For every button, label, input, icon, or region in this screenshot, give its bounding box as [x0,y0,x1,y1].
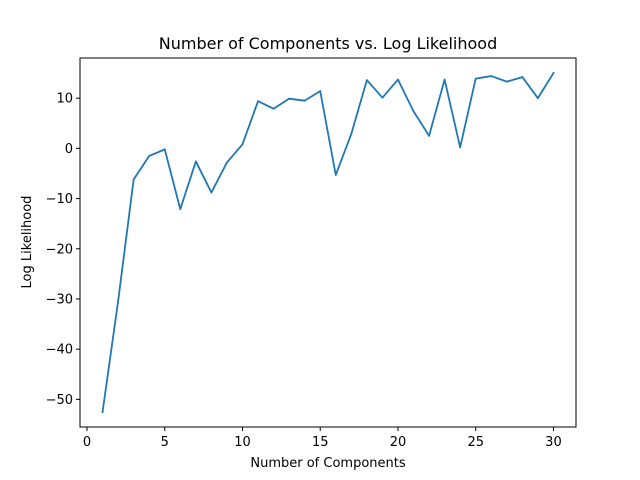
data-point [194,160,197,163]
x-tick-label: 0 [83,435,91,450]
x-tick-label: 20 [390,435,407,450]
data-point [257,100,259,103]
data-point [350,132,353,135]
data-point [459,146,462,149]
x-axis-label: Number of Components [250,456,405,471]
data-point [117,300,119,303]
data-point [226,161,228,164]
data-point [288,97,291,100]
data-point [412,110,415,113]
x-tick-label: 30 [545,435,562,450]
data-point [397,78,399,81]
chart-title: Number of Components vs. Log Likelihood [159,34,497,53]
x-tick-label: 5 [161,435,169,450]
data-point [319,90,322,93]
data-point [132,178,135,181]
axes-frame [79,57,577,428]
y-tick-label: −50 [46,393,73,408]
data-point [365,79,368,81]
data-point [303,99,306,102]
y-axis-label: Log Likelihood [20,196,35,289]
data-point [272,107,275,110]
data-point [521,76,524,78]
x-tick-label: 15 [312,435,329,450]
data-point [148,155,151,157]
data-point [428,134,430,137]
data-point [537,97,539,100]
data-point [163,148,166,151]
x-tick-label: 10 [234,435,251,450]
y-tick-label: −20 [46,242,73,257]
axes: 0 5 10 15 20 25 30 10 0 −10 −20 −30 −40 −50 [46,57,577,450]
x-tick-label: 25 [467,435,484,450]
y-tick-label: 0 [65,142,73,157]
data-point [552,72,555,74]
y-tick-label: 10 [56,92,73,107]
y-tick-label: −30 [46,292,73,307]
data-point [334,174,337,176]
data-point [179,208,182,211]
series-line [101,71,555,413]
data-point [505,80,508,83]
plot-area [101,71,555,413]
data-point [474,77,477,80]
y-tick-label: −40 [46,343,73,358]
data-point [443,78,446,81]
data-point [241,143,244,146]
data-point [101,411,104,413]
data-point [381,96,384,99]
y-tick-label: −10 [46,192,73,207]
data-point [210,191,213,194]
data-point [490,75,493,77]
